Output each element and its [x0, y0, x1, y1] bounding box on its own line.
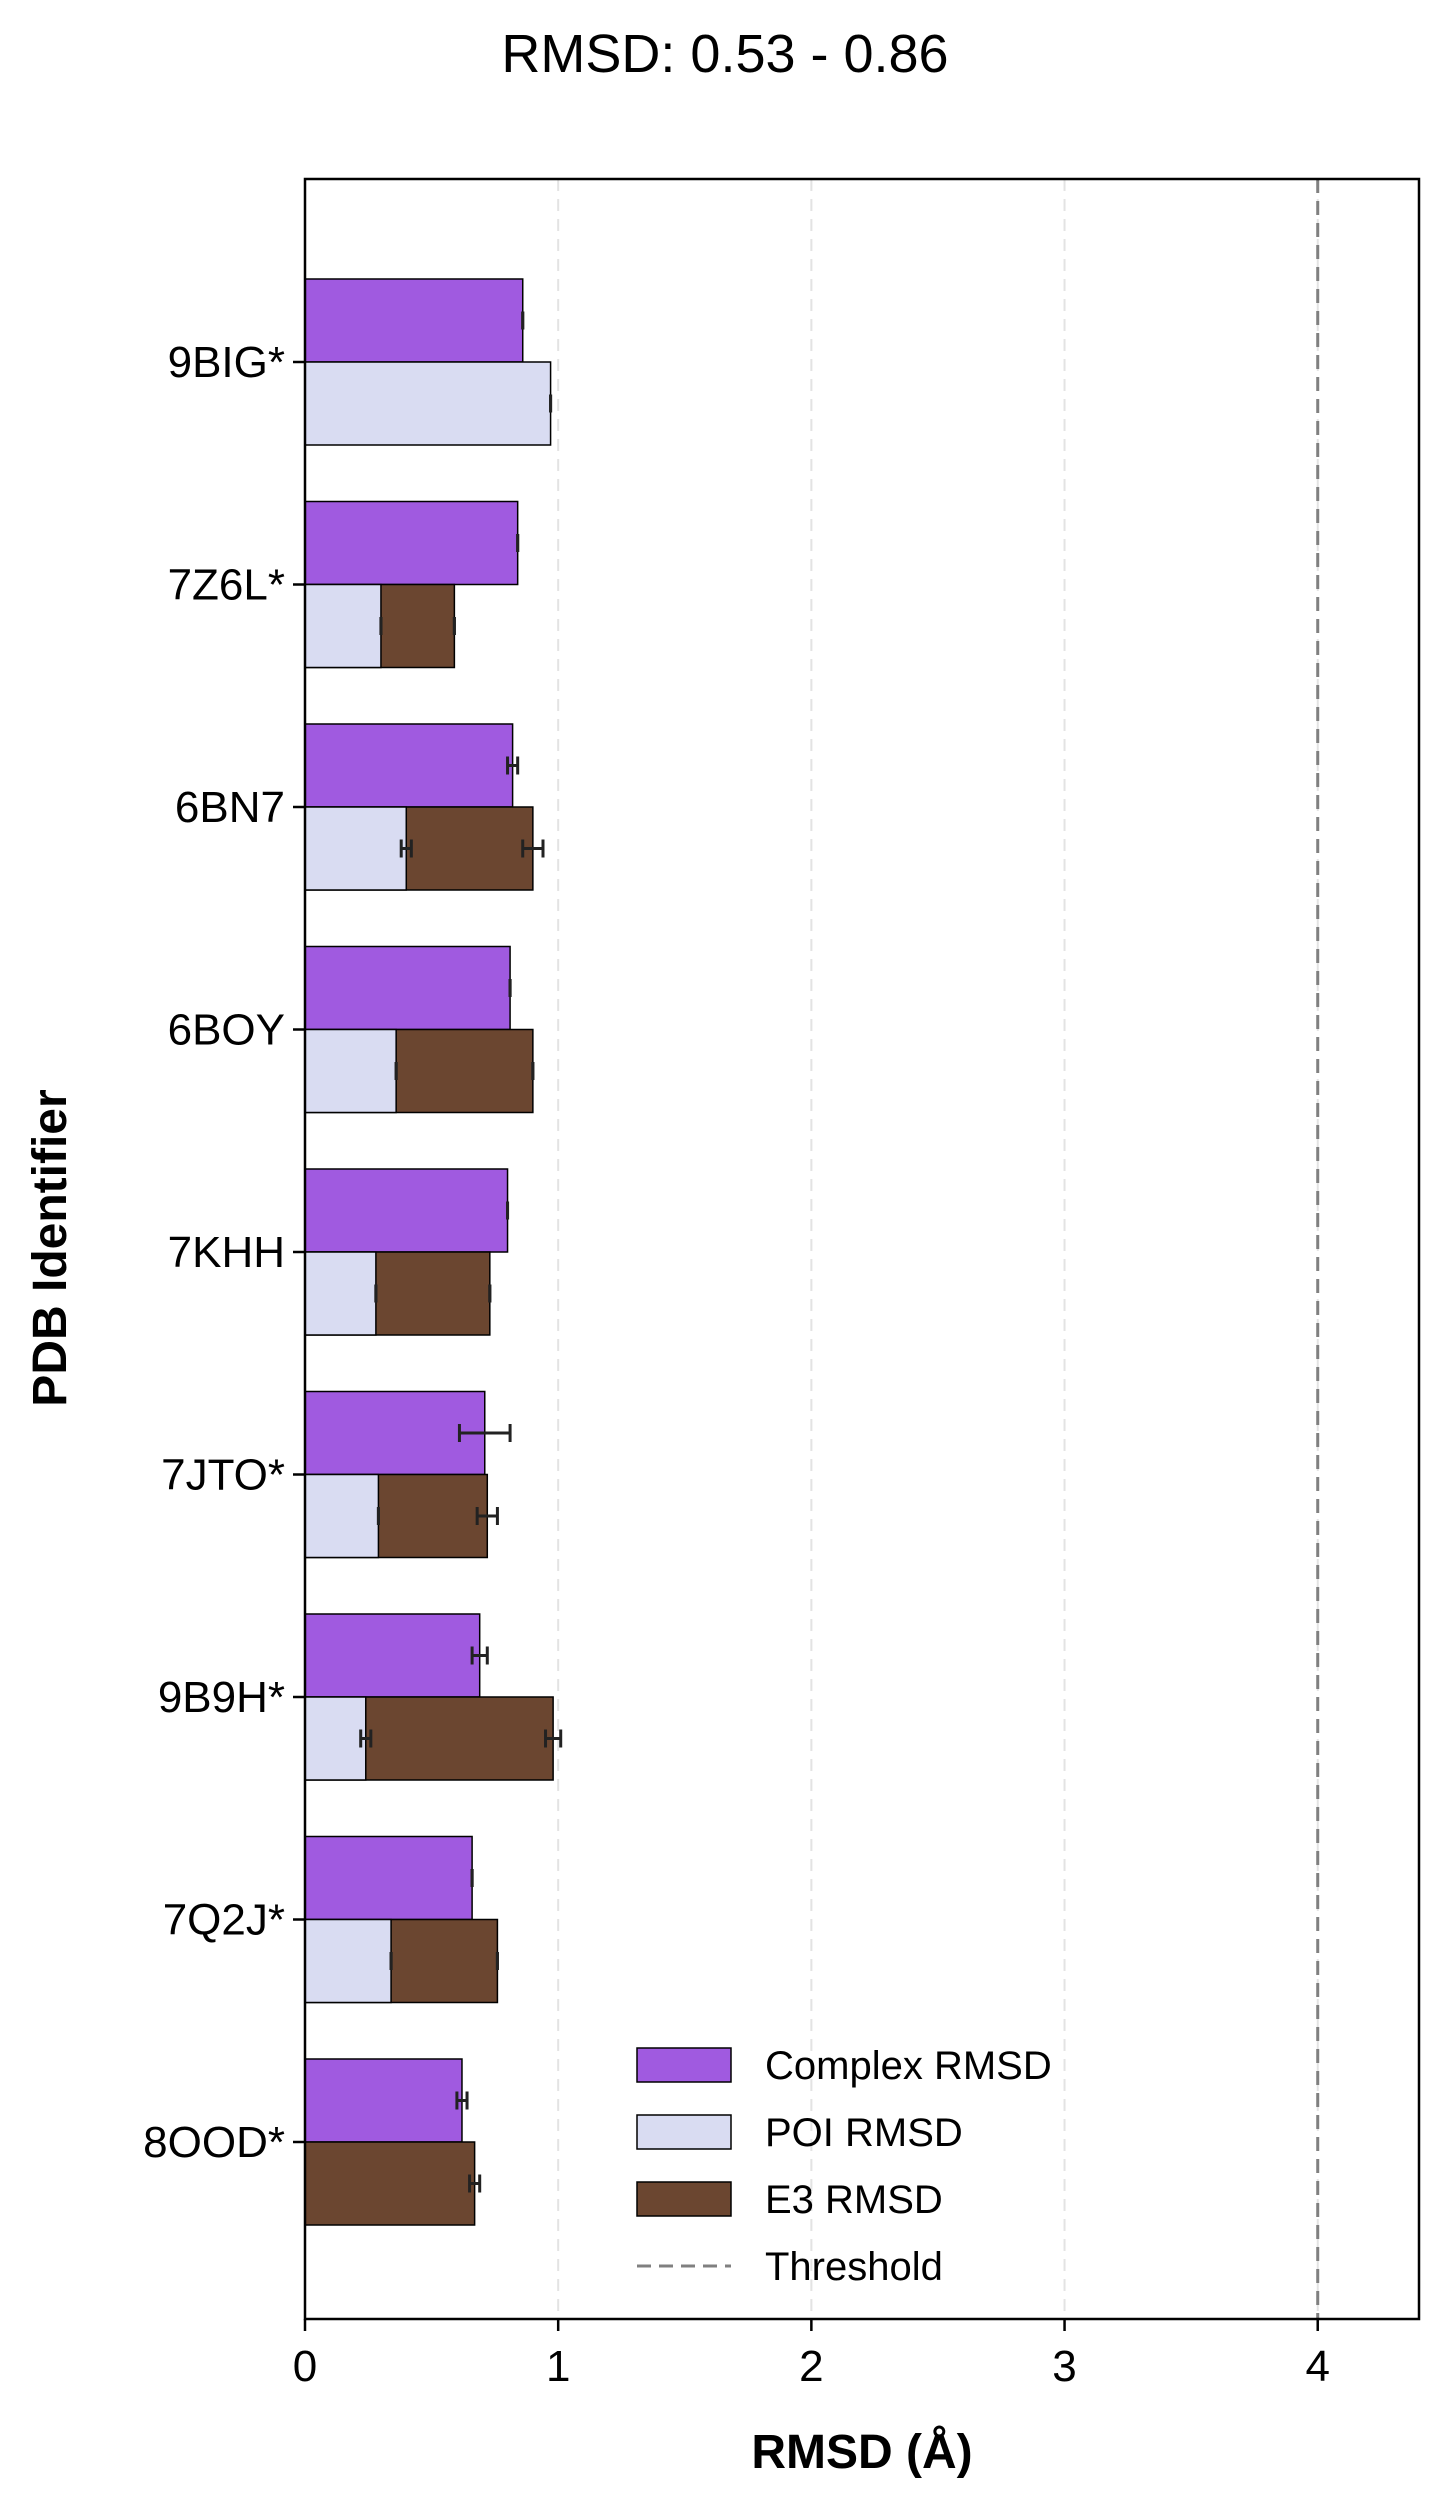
y-tick-label: 8OOD* [143, 2118, 285, 2167]
poi-rmsd-bar [304, 1473, 380, 1559]
legend-threshold-label: Threshold [765, 2245, 943, 2289]
poi-rmsd-bar [304, 361, 552, 446]
e3-rmsd-bar [304, 2141, 476, 2226]
complex-rmsd-bar [304, 1613, 481, 1698]
y-tick-label: 7KHH [168, 1228, 285, 1277]
poi-rmsd-bar [304, 1251, 377, 1336]
complex-rmsd-bar [304, 1168, 509, 1253]
complex-rmsd-bar [304, 2058, 463, 2143]
x-tick-label: 2 [799, 2342, 823, 2391]
x-tick-label: 1 [546, 2342, 570, 2391]
legend-poi-label: POI RMSD [765, 2111, 963, 2155]
y-tick-label: 6BN7 [175, 783, 285, 832]
poi-rmsd-bar [304, 1918, 392, 2004]
complex-rmsd-bar [304, 278, 524, 363]
y-tick-label: 7Z6L* [168, 561, 285, 610]
poi-rmsd-bar [304, 583, 382, 669]
poi-rmsd-bar [304, 1028, 397, 1114]
chart-title: RMSD: 0.53 - 0.86 [501, 24, 948, 84]
y-tick-label: 9BIG* [168, 338, 285, 387]
complex-rmsd-bar [304, 1390, 486, 1476]
legend-complex-swatch [636, 2047, 732, 2083]
grid-lines [557, 179, 1319, 2319]
legend-complex-label: Complex RMSD [765, 2044, 1052, 2088]
x-axis-label: RMSD (Å) [751, 2425, 972, 2479]
y-tick-label: 9B9H* [158, 1673, 285, 1722]
y-axis: 9BIG* 7Z6L* 6BN7 6BOY 7KHH 7JTO* 9B9H* 7Q2J* 8OO… [143, 338, 305, 2167]
complex-rmsd-bar [304, 500, 519, 586]
complex-rmsd-bar [304, 945, 511, 1031]
x-tick-label: 0 [293, 2342, 317, 2391]
bars [304, 278, 563, 2226]
complex-rmsd-bar [304, 1835, 473, 1921]
legend: Complex RMSD POI RMSD E3 RMSD Threshold [636, 2044, 1052, 2289]
plot-frame [303, 177, 1421, 2321]
x-tick-label: 4 [1305, 2342, 1329, 2391]
y-tick-label: 7Q2J* [163, 1896, 285, 1945]
y-tick-label: 6BOY [168, 1006, 285, 1055]
legend-e3-swatch [636, 2181, 732, 2217]
legend-poi-swatch [636, 2114, 732, 2150]
legend-e3-label: E3 RMSD [765, 2178, 943, 2222]
y-tick-label: 7JTO* [161, 1451, 285, 1500]
x-tick-label: 3 [1052, 2342, 1076, 2391]
x-axis: 0 1 2 3 4 [293, 2319, 1330, 2391]
complex-rmsd-bar [304, 723, 514, 808]
poi-rmsd-bar [304, 1696, 367, 1781]
y-axis-label: PDB Identifier [24, 1089, 77, 1406]
poi-rmsd-bar [304, 806, 408, 891]
